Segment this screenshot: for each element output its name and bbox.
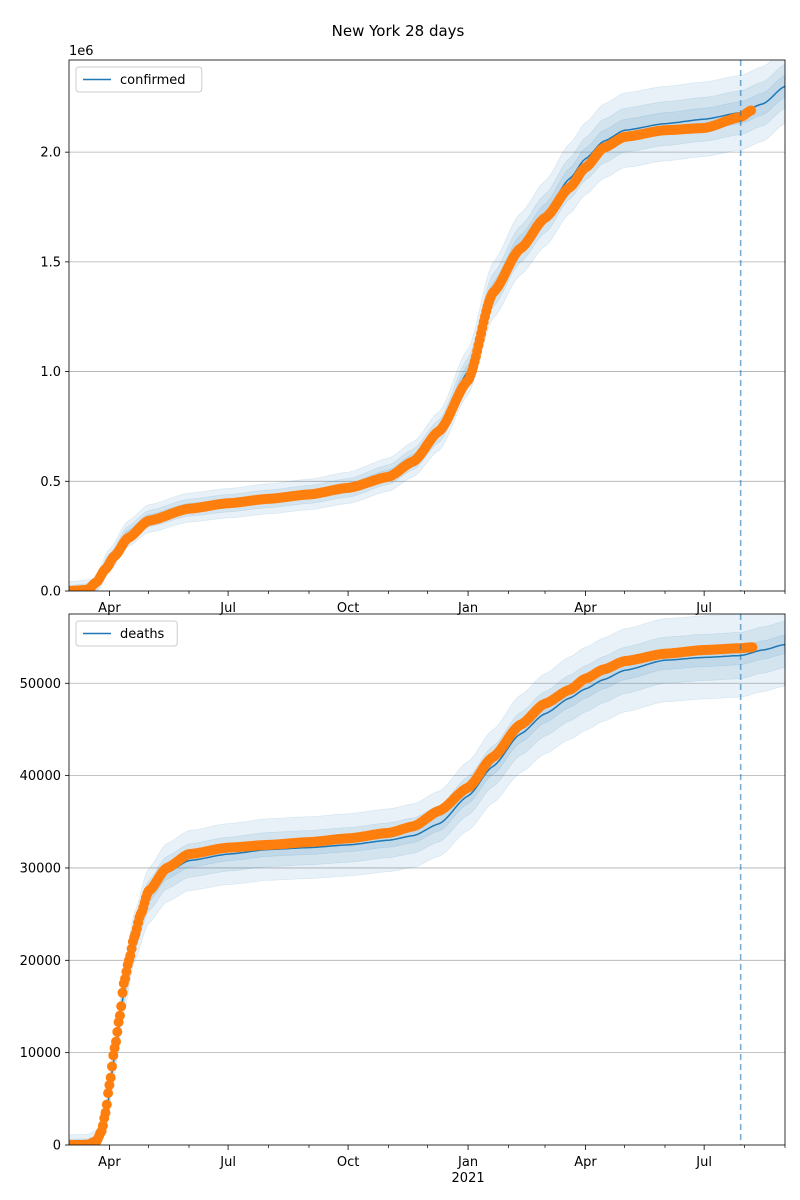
legend: confirmed xyxy=(75,66,203,93)
model-line xyxy=(69,643,785,1145)
figure-title: New York 28 days xyxy=(332,22,465,40)
plot-area xyxy=(69,60,785,591)
y-tick-label: 1.5 xyxy=(40,255,61,270)
legend-label: confirmed xyxy=(120,73,186,88)
observed-point xyxy=(101,1099,112,1110)
x-tick-label: Jan xyxy=(457,601,478,616)
y-tick-label: 40000 xyxy=(20,769,61,784)
legend: deaths xyxy=(75,620,178,647)
observed-point xyxy=(107,1061,117,1072)
x-tick-label: Jan xyxy=(457,1155,478,1170)
observed-point xyxy=(108,1050,119,1061)
x-tick-label: Jul xyxy=(219,601,236,616)
observed-point xyxy=(111,1036,121,1047)
y-tick-label: 50000 xyxy=(20,677,61,692)
x-tick-label: Jul xyxy=(219,1155,236,1170)
x-tick-label: Apr xyxy=(574,601,597,616)
observed-point xyxy=(117,987,128,998)
axes-frame xyxy=(68,59,786,592)
y-tick-label: 2.0 xyxy=(40,146,61,161)
observed-point xyxy=(103,1088,114,1099)
observed-point xyxy=(100,1107,111,1118)
observed-point xyxy=(747,642,758,653)
observed-point xyxy=(105,1072,116,1083)
x-tick-label: Jul xyxy=(695,601,712,616)
y-tick-label: 30000 xyxy=(20,861,61,876)
observed-point xyxy=(97,1120,108,1131)
observed-point xyxy=(104,1080,115,1090)
legend-box xyxy=(75,66,203,93)
x-tick-label: Oct xyxy=(337,1155,359,1170)
x-tick-label: Apr xyxy=(98,1155,121,1170)
legend-box xyxy=(75,620,178,647)
y-tick-label: 0.5 xyxy=(40,475,61,490)
plot-area xyxy=(69,614,785,1145)
axes-frame xyxy=(68,613,786,1146)
confidence-band xyxy=(69,64,785,591)
y-tick-label: 10000 xyxy=(20,1046,61,1061)
deaths-chart: 0 10000 20000 30000 40000 50000 Apr Jul Oct Jan20… xyxy=(20,613,786,1186)
observed-point xyxy=(112,1026,123,1037)
confidence-band xyxy=(69,614,785,1145)
observed-point xyxy=(114,1010,125,1021)
x-tick-label: Jul xyxy=(695,1155,712,1170)
legend-label: deaths xyxy=(120,627,165,642)
x-tick-label: Apr xyxy=(98,601,121,616)
y-tick-label: 0.0 xyxy=(40,585,61,600)
x-tick-label: Oct xyxy=(337,601,359,616)
confidence-band xyxy=(69,60,785,591)
observed-point xyxy=(746,105,757,116)
confirmed-chart: 0.0 0.5 1.0 1.5 2.0 Apr Jul Oct Jan Apr Jul 1e6 conf… xyxy=(40,44,786,616)
confidence-band xyxy=(69,621,785,1145)
x-year-label: 2021 xyxy=(452,1171,485,1186)
y-tick-label: 20000 xyxy=(20,954,61,969)
y-tick-label: 1.0 xyxy=(40,365,61,380)
x-tick-label: Apr xyxy=(574,1155,597,1170)
observed-point xyxy=(116,1001,127,1012)
y-offset-label: 1e6 xyxy=(69,44,94,59)
y-tick-label: 0 xyxy=(53,1139,61,1154)
